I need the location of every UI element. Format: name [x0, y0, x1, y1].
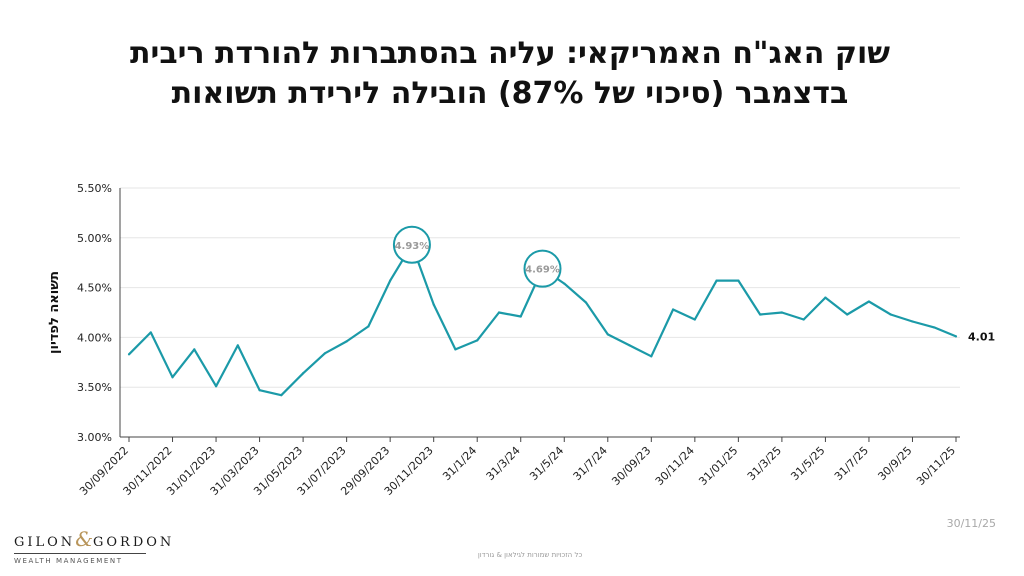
copyright-note: כל הזכויות שמורות לגילאון & גורדון: [477, 551, 583, 559]
x-tick-label: 31/3/25: [745, 444, 784, 483]
y-tick-label: 3.50%: [77, 381, 112, 394]
x-tick-label: 31/5/25: [788, 444, 827, 483]
data-point: [584, 301, 588, 304]
data-point: [476, 339, 479, 342]
data-point: [802, 318, 805, 321]
data-point: [759, 313, 762, 316]
last-value-label: 4.01: [968, 330, 995, 343]
data-point: [280, 394, 283, 397]
data-point: [497, 311, 501, 314]
x-tick-label: 31/7/25: [832, 444, 871, 483]
data-point: [323, 352, 326, 355]
peak-annotation-label: 4.93%: [395, 241, 430, 252]
data-point: [171, 376, 174, 379]
data-point: [780, 311, 783, 314]
data-point: [846, 313, 849, 316]
date-stamp: 30/11/25: [946, 517, 996, 530]
logo-name-right: GORDON: [93, 535, 175, 550]
x-tick-label: 30/9/25: [875, 444, 914, 483]
data-point: [149, 331, 152, 334]
data-point: [214, 385, 218, 388]
company-logo: GILON&GORDON WEALTH MANAGEMENT: [14, 527, 171, 565]
data-point: [258, 389, 261, 392]
peak-annotation-label: 4.69%: [525, 265, 560, 276]
x-tick-label: 31/1/24: [440, 444, 479, 483]
x-tick-label: 30/11/25: [914, 444, 958, 488]
y-tick-label: 4.50%: [77, 282, 112, 295]
chart-title-line2: בדצמבר (סיכוי של 87%) הובילה לירידת תשוא…: [171, 76, 849, 111]
data-point: [889, 313, 892, 316]
y-tick-label: 4.00%: [77, 331, 112, 344]
data-point: [606, 333, 609, 336]
x-tick-label: 31/01/25: [696, 444, 740, 488]
data-point: [671, 308, 675, 311]
data-point: [737, 279, 740, 282]
x-tick-label: 31/5/24: [527, 444, 566, 483]
data-point: [345, 340, 348, 343]
peak-annotation-circle: [523, 249, 562, 288]
y-axis-title: תשואה לפדיון: [47, 271, 62, 354]
data-point: [911, 320, 914, 323]
logo-subtitle: WEALTH MANAGEMENT: [14, 557, 123, 565]
data-point: [628, 344, 631, 347]
data-point: [454, 348, 457, 351]
y-tick-label: 5.00%: [77, 232, 112, 245]
x-tick-label: 31/7/24: [571, 444, 610, 483]
data-point: [193, 348, 196, 351]
x-tick-label: 30/11/24: [653, 444, 697, 488]
chart-title-line1: שוק האג"ח האמריקאי: עליה בהסתברות להורדת…: [130, 36, 890, 71]
data-point: [432, 303, 435, 306]
data-point: [389, 279, 392, 282]
data-point: [693, 318, 696, 321]
data-point: [236, 344, 239, 347]
data-point: [563, 282, 566, 285]
data-point: [867, 300, 871, 303]
logo-divider: [14, 553, 146, 554]
x-tick-label: 30/09/23: [609, 444, 653, 488]
data-point: [367, 325, 370, 328]
data-point: [824, 296, 827, 299]
data-point: [302, 372, 305, 375]
y-tick-label: 5.50%: [77, 182, 112, 195]
data-point: [127, 353, 131, 356]
logo-ampersand: &: [75, 527, 93, 551]
logo-name-left: GILON: [14, 535, 76, 550]
data-point: [715, 279, 718, 282]
data-point: [954, 335, 958, 338]
x-tick-label: 31/3/24: [484, 444, 523, 483]
y-tick-label: 3.00%: [77, 431, 112, 444]
chart-title: שוק האג"ח האמריקאי: עליה בהסתברות להורדת…: [60, 34, 960, 114]
data-point: [933, 326, 936, 329]
data-point: [519, 315, 522, 318]
peak-annotation-circle: [392, 225, 431, 264]
data-point: [650, 355, 653, 358]
